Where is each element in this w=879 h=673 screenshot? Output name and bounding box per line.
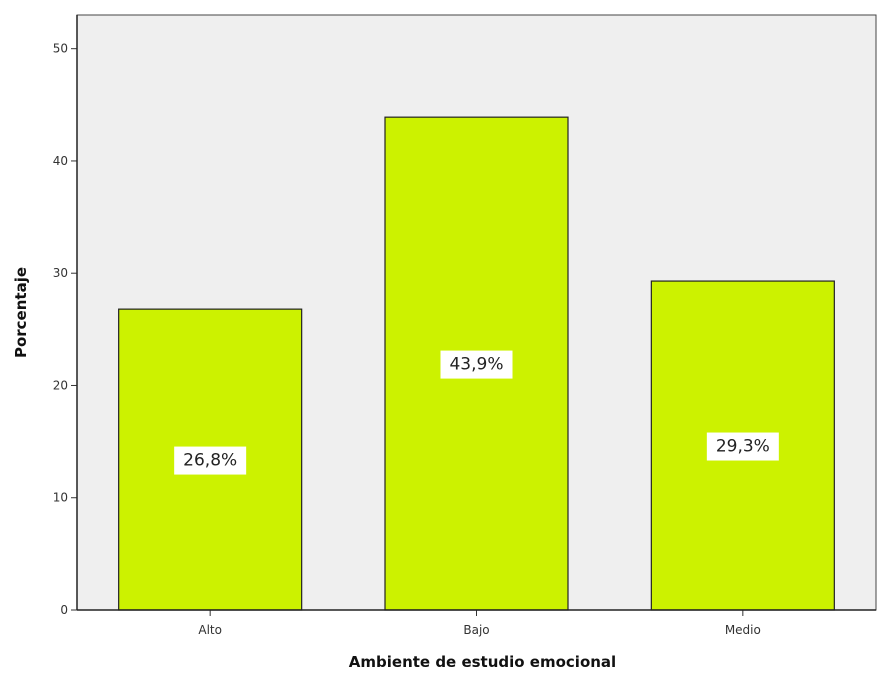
data-label-box (440, 350, 513, 379)
x-axis-labels: Alto Bajo Medio (198, 610, 761, 637)
x-tick-label: Alto (198, 623, 222, 637)
y-tick-label: 40 (53, 154, 68, 168)
bars: 26,8% 43,9% 29,3% (118, 116, 835, 611)
y-tick-label: 10 (53, 491, 68, 505)
y-tick-label: 30 (53, 266, 68, 280)
data-label: 43,9% (440, 350, 513, 379)
data-label: 26,8% (174, 446, 247, 475)
y-tick-label: 0 (60, 603, 68, 617)
x-axis-title: Ambiente de estudio emocional (349, 653, 616, 671)
data-label-text: 26,8% (183, 451, 237, 471)
data-label-text: 43,9% (449, 355, 503, 375)
data-label-box (174, 446, 247, 475)
y-tick-label: 20 (53, 378, 68, 392)
x-tick-label: Medio (725, 623, 761, 637)
y-tick-label: 50 (53, 42, 68, 56)
data-label-text: 29,3% (716, 437, 770, 457)
data-label-box (706, 432, 779, 461)
y-axis-title: Porcentaje (12, 267, 30, 358)
x-tick-label: Bajo (463, 623, 489, 637)
data-label: 29,3% (706, 432, 779, 461)
y-axis-ticks: 0 10 20 30 40 50 (53, 42, 77, 617)
